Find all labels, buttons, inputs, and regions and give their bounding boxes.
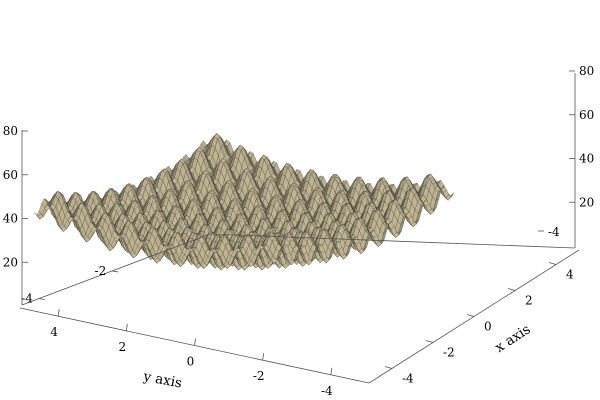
surface-facet: [331, 193, 338, 208]
surface-facet: [184, 248, 191, 258]
surface-facet: [383, 202, 391, 218]
surface-mesh: [33, 133, 455, 271]
surface-facet: [360, 205, 367, 220]
surface-facet: [290, 201, 297, 215]
surface-facet: [418, 178, 425, 194]
surface-facet: [319, 215, 326, 229]
surface-facet: [207, 249, 214, 259]
surface-facet: [249, 206, 256, 220]
surface-facet: [278, 221, 286, 235]
surface-facet: [331, 226, 338, 240]
surface-facet: [255, 218, 262, 232]
surface-facet: [313, 204, 320, 219]
surface-facet: [395, 180, 402, 196]
surface-facet: [325, 177, 332, 192]
surface-facet: [266, 196, 274, 210]
surface-facet: [272, 211, 280, 225]
surface-facet: [214, 220, 221, 233]
surface-facet: [354, 194, 361, 209]
surface-facet: [371, 181, 379, 197]
surface-facet: [231, 248, 238, 259]
surface-facet: [348, 180, 355, 195]
surface-facet: [232, 214, 239, 227]
surface-facet: [284, 185, 291, 199]
surface-facet: [366, 212, 373, 227]
surface-facet: [349, 220, 356, 235]
surface-facet: [137, 240, 144, 249]
surface-facet: [307, 190, 314, 204]
surface-facet: [254, 246, 261, 257]
surface-facet: [377, 193, 385, 209]
surface-facet: [296, 214, 303, 228]
surface-facet: [401, 191, 408, 207]
surface-facet: [301, 172, 308, 187]
surface-facet: [337, 205, 344, 220]
